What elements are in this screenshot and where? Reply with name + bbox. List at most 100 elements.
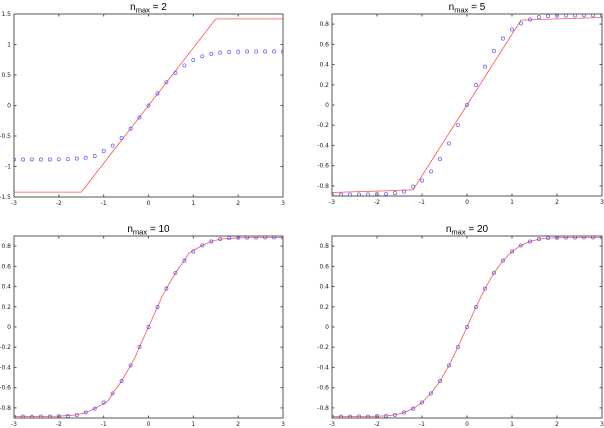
y-tick-label: 0.6 xyxy=(319,41,329,48)
data-point-marker xyxy=(182,63,187,68)
x-tick-label: 0 xyxy=(465,199,469,206)
data-point-marker xyxy=(74,156,79,161)
x-tick-label: 0 xyxy=(147,421,151,428)
data-point-marker xyxy=(447,141,451,146)
data-point-marker xyxy=(456,344,460,349)
data-point-marker xyxy=(137,115,142,120)
data-point-marker xyxy=(119,136,124,141)
data-point-marker xyxy=(47,414,52,418)
y-tick-label: 0 xyxy=(7,324,11,331)
x-tick-label: 2 xyxy=(555,199,559,206)
y-tick-label: -0.4 xyxy=(317,142,329,149)
data-point-marker xyxy=(14,157,16,162)
x-tick-label: 3 xyxy=(281,421,285,428)
x-tick-label: -1 xyxy=(101,200,107,207)
data-point-marker xyxy=(119,379,124,384)
data-point-marker xyxy=(227,49,232,54)
y-tick-label: -0.6 xyxy=(317,163,329,170)
data-point-marker xyxy=(128,126,133,131)
data-point-marker xyxy=(546,14,550,19)
x-tick-label: -3 xyxy=(329,421,335,428)
x-tick-label: -1 xyxy=(101,421,107,428)
y-tick-label: -0.4 xyxy=(0,364,11,371)
data-point-marker xyxy=(155,91,160,96)
x-tick-label: 1 xyxy=(191,200,195,207)
data-point-marker xyxy=(483,286,487,291)
data-point-marker xyxy=(357,192,361,196)
data-point-marker xyxy=(438,379,442,384)
data-point-marker xyxy=(564,14,568,18)
data-point-marker xyxy=(272,236,276,240)
data-point-marker xyxy=(429,169,433,174)
data-point-marker xyxy=(420,400,424,405)
x-tick-label: -2 xyxy=(56,421,62,428)
exact-markers xyxy=(14,49,283,162)
x-tick-label: -1 xyxy=(419,199,425,206)
data-point-marker xyxy=(245,49,250,54)
y-tick-label: -0.6 xyxy=(317,385,329,392)
x-tick-label: 1 xyxy=(191,421,195,428)
data-point-marker xyxy=(164,286,169,291)
data-point-marker xyxy=(537,15,541,20)
data-point-marker xyxy=(209,51,214,56)
data-point-marker xyxy=(101,149,106,154)
data-point-marker xyxy=(492,270,496,275)
subplot-title: nmax = 2 xyxy=(130,2,167,15)
y-tick-label: -0.6 xyxy=(0,385,11,392)
approximation-line xyxy=(14,237,283,417)
y-tick-label: 0.2 xyxy=(319,304,329,311)
data-point-marker xyxy=(110,143,115,148)
y-tick-label: -0.2 xyxy=(317,122,329,129)
data-point-marker xyxy=(254,236,259,240)
plot-area xyxy=(332,236,602,418)
x-tick-label: 2 xyxy=(236,200,240,207)
data-point-marker xyxy=(146,325,151,329)
data-point-marker xyxy=(501,36,505,41)
subplot-title: nmax = 10 xyxy=(127,224,170,237)
data-point-marker xyxy=(263,49,268,54)
data-point-marker xyxy=(164,80,169,85)
y-tick-label: 0 xyxy=(325,102,329,109)
plot-area xyxy=(14,18,283,193)
data-point-marker xyxy=(591,14,595,18)
y-tick-label: -0.8 xyxy=(317,183,329,190)
exact-markers xyxy=(14,236,283,418)
y-tick-label: -0.2 xyxy=(0,344,11,351)
data-point-marker xyxy=(29,157,34,162)
data-point-marker xyxy=(447,363,451,368)
data-point-marker xyxy=(429,391,433,396)
data-point-marker xyxy=(573,14,577,18)
subplot-nmax-10: nmax = 10 -3 -2 -1 0 1 2 3 -0.8 -0.6 -0.4 -0.2 0 0.2 0… xyxy=(0,224,285,428)
data-point-marker xyxy=(492,48,496,53)
x-tick-label: -3 xyxy=(329,199,335,206)
data-point-marker xyxy=(339,414,343,418)
y-tick-label: 0.4 xyxy=(319,284,329,291)
data-point-marker xyxy=(191,249,196,254)
y-tick-label: 0.8 xyxy=(319,21,329,28)
data-point-marker xyxy=(245,236,250,240)
data-point-marker xyxy=(218,237,223,242)
data-point-marker xyxy=(438,157,442,162)
y-tick-label: 0.6 xyxy=(1,263,11,270)
data-point-marker xyxy=(254,49,259,54)
data-point-marker xyxy=(510,249,514,254)
subplot-nmax-2: nmax = 2 -3 -2 -1 0 1 2 3 -1.5 -1 -0.5 0 0.5 1 1.5 xyxy=(0,2,285,207)
data-point-marker xyxy=(137,344,142,349)
data-point-marker xyxy=(339,192,343,196)
data-point-marker xyxy=(200,54,205,59)
data-point-marker xyxy=(38,414,43,418)
data-point-marker xyxy=(56,157,61,162)
y-tick-label: -0.2 xyxy=(317,344,329,351)
data-point-marker xyxy=(456,122,460,127)
x-tick-label: 0 xyxy=(465,421,469,428)
subplot-title: nmax = 20 xyxy=(446,224,489,237)
data-point-marker xyxy=(384,191,388,196)
y-tick-label: 0.6 xyxy=(319,263,329,270)
x-tick-label: 0 xyxy=(147,200,151,207)
y-tick-label: 0.8 xyxy=(1,243,11,250)
data-point-marker xyxy=(582,236,586,240)
data-point-marker xyxy=(393,412,397,417)
x-tick-label: -2 xyxy=(374,421,380,428)
data-point-marker xyxy=(564,236,568,240)
